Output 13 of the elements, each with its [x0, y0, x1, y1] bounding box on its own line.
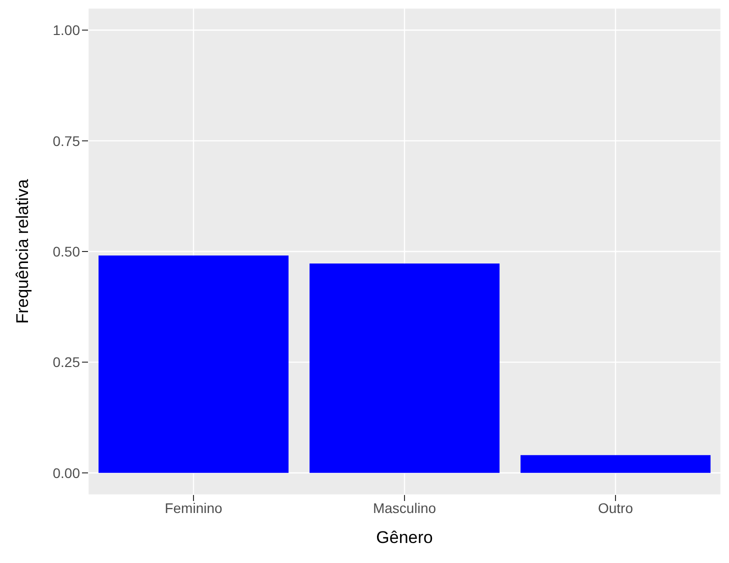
bar — [520, 455, 711, 473]
bar — [98, 255, 289, 473]
bar — [310, 263, 500, 473]
x-tick-label: Masculino — [372, 500, 436, 516]
x-tick-label: Feminino — [164, 500, 222, 516]
y-tick-label: 0.50 — [52, 243, 80, 260]
x-axis-title: Gênero — [376, 528, 433, 547]
y-tick-label: 0.00 — [52, 464, 80, 481]
y-axis-title: Frequência relativa — [13, 178, 32, 324]
x-tick-label: Outro — [598, 500, 634, 516]
y-tick-label: 1.00 — [52, 22, 80, 38]
y-tick-label: 0.25 — [52, 354, 80, 370]
y-tick-label: 0.75 — [52, 132, 80, 149]
